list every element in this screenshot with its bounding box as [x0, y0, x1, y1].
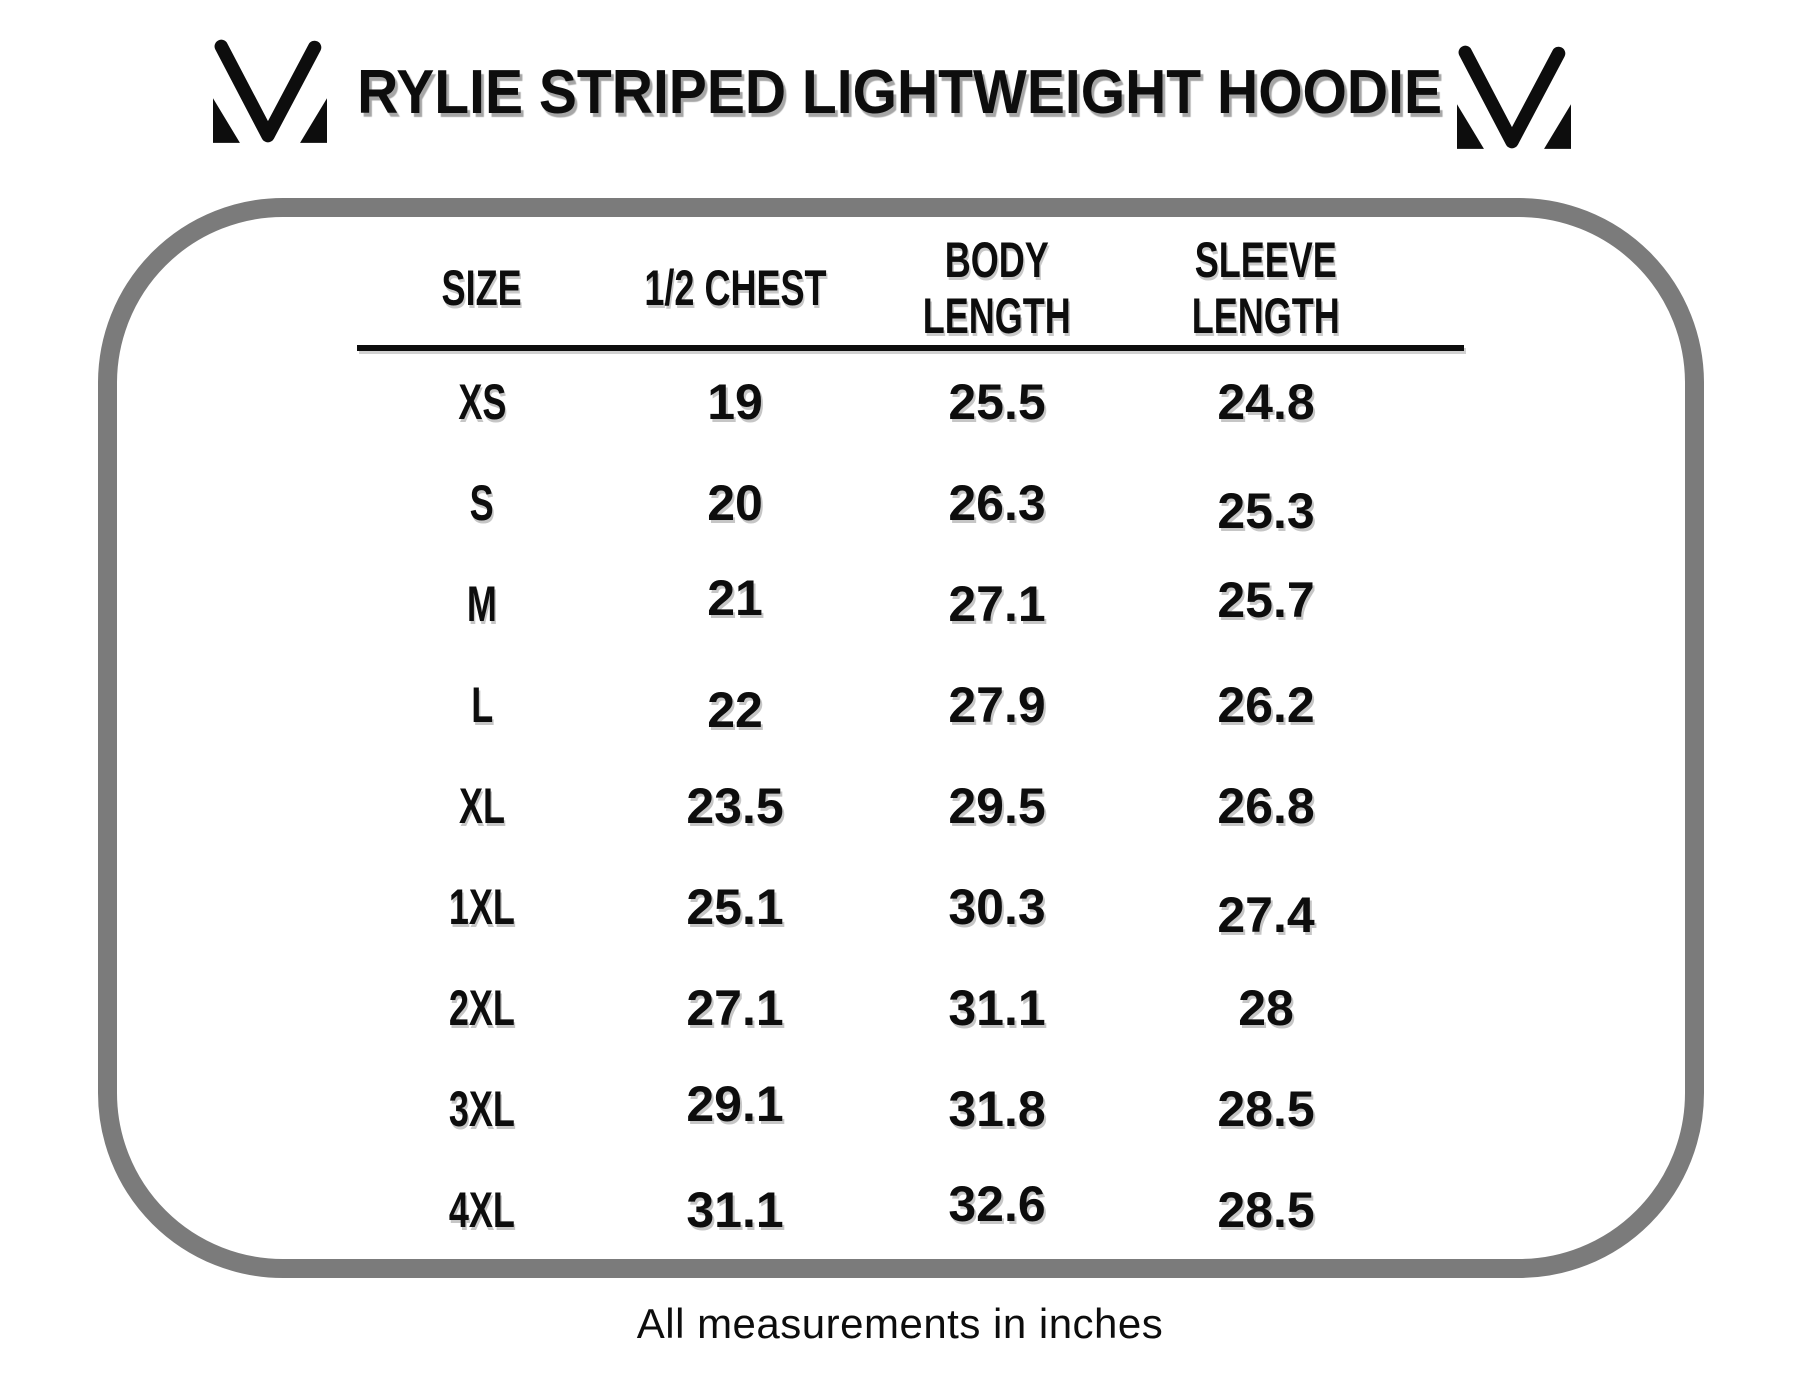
half-chest-value: 31.1 — [686, 1181, 784, 1238]
brand-monogram-icon — [1457, 44, 1571, 150]
sleeve-length-value: 28.5 — [1217, 1080, 1315, 1137]
sleeve-length-value: 25.7 — [1217, 571, 1315, 628]
size-label: M — [467, 575, 497, 632]
table-row-m: M 21 27.1 25.7 — [357, 553, 1401, 654]
half-chest-value: 22 — [707, 681, 763, 738]
sleeve-length-value: 25.3 — [1217, 482, 1315, 539]
table-row-l: L 22 27.9 26.2 — [357, 654, 1401, 755]
size-label: 1XL — [448, 878, 516, 935]
body-length-value: 27.1 — [948, 575, 1046, 632]
body-length-value: 29.5 — [948, 777, 1046, 834]
half-chest-value: 29.1 — [686, 1075, 784, 1132]
body-length-value: 31.1 — [948, 979, 1046, 1036]
header-underline — [357, 345, 1464, 351]
column-header-size: SIZE — [441, 260, 523, 316]
half-chest-value: 27.1 — [686, 979, 784, 1036]
body-length-value: 27.9 — [948, 676, 1046, 733]
size-chart-table: XS 19 25.5 24.8 S 20 26.3 25.3 M 21 27.1… — [357, 351, 1401, 1260]
sleeve-length-value: 28 — [1238, 979, 1294, 1036]
body-length-value: 26.3 — [948, 474, 1046, 531]
sleeve-length-value: 28.5 — [1217, 1181, 1315, 1238]
half-chest-value: 20 — [707, 474, 763, 531]
table-row-xs: XS 19 25.5 24.8 — [357, 351, 1401, 452]
column-header-sleeve-length: SLEEVE LENGTH — [1191, 232, 1340, 344]
size-chart-header-row: SIZE 1/2 CHEST BODY LENGTH SLEEVE LENGTH — [357, 232, 1401, 344]
size-label: 4XL — [448, 1181, 516, 1238]
measurements-footnote: All measurements in inches — [636, 1300, 1164, 1347]
body-length-value: 30.3 — [948, 878, 1046, 935]
page-title: RYLIE STRIPED LIGHTWEIGHT HOODIE — [0, 56, 1800, 130]
page-title-text: RYLIE STRIPED LIGHTWEIGHT HOODIE — [357, 58, 1443, 127]
body-length-value: 25.5 — [948, 373, 1046, 430]
sleeve-length-value: 26.2 — [1217, 676, 1315, 733]
half-chest-value: 19 — [707, 373, 763, 430]
table-row-4xl: 4XL 31.1 32.6 28.5 — [357, 1159, 1401, 1260]
half-chest-value: 25.1 — [686, 878, 784, 935]
size-label: 3XL — [448, 1080, 516, 1137]
column-header-half-chest: 1/2 CHEST — [643, 260, 827, 316]
brand-monogram-icon — [213, 38, 327, 144]
sleeve-length-value: 24.8 — [1217, 373, 1315, 430]
column-header-body-length: BODY LENGTH — [922, 232, 1071, 344]
half-chest-value: 23.5 — [686, 777, 784, 834]
table-row-s: S 20 26.3 25.3 — [357, 452, 1401, 553]
size-label: 2XL — [448, 979, 516, 1036]
sleeve-length-value: 26.8 — [1217, 777, 1315, 834]
body-length-value: 31.8 — [948, 1080, 1046, 1137]
half-chest-value: 21 — [707, 569, 763, 626]
table-row-3xl: 3XL 29.1 31.8 28.5 — [357, 1058, 1401, 1159]
size-label: S — [469, 474, 495, 531]
table-row-1xl: 1XL 25.1 30.3 27.4 — [357, 856, 1401, 957]
size-label: XL — [458, 777, 506, 834]
size-label: XS — [457, 373, 507, 430]
sleeve-length-value: 27.4 — [1217, 886, 1315, 943]
size-label: L — [470, 676, 493, 733]
table-row-xl: XL 23.5 29.5 26.8 — [357, 755, 1401, 856]
table-row-2xl: 2XL 27.1 31.1 28 — [357, 957, 1401, 1058]
size-chart-frame — [98, 198, 1704, 1278]
body-length-value: 32.6 — [948, 1175, 1046, 1232]
